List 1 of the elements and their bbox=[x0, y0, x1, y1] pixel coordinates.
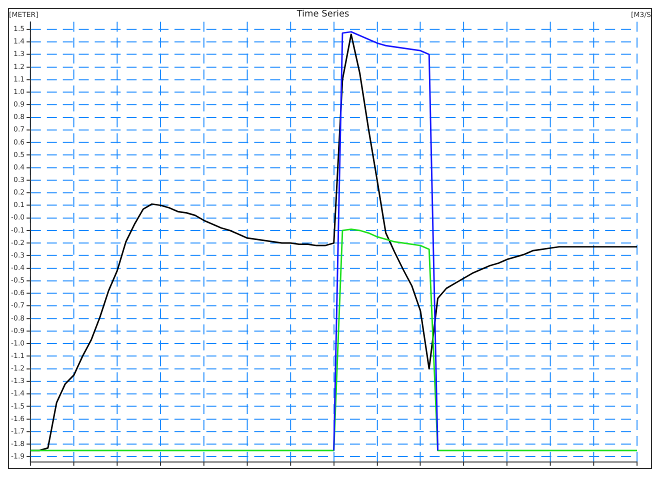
chart-title: Time Series bbox=[296, 10, 350, 20]
